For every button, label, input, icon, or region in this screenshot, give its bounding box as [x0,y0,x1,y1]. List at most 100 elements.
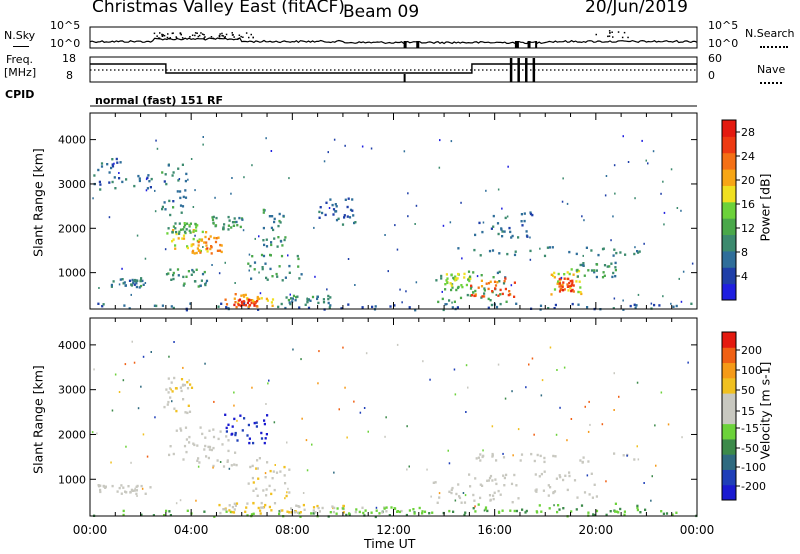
scatter-cell [280,254,284,258]
scatter-cell [166,232,169,235]
scatter-cell [195,229,198,232]
noise-cell [214,196,216,199]
scatter-cell [205,244,208,247]
scatter-cell [115,157,118,161]
scatter-cell [284,306,287,310]
scatter-cell [509,230,512,234]
scatter-cell [174,247,177,250]
scatter-cell [204,235,207,239]
scatter-cell [298,277,301,280]
scatter-cell [481,230,484,234]
noise-cell [367,430,369,433]
nsky-point [225,33,228,36]
scatter-cell [613,248,616,251]
scatter-cell [502,456,506,459]
nsky-point [162,34,164,36]
scatter-cell [208,445,212,449]
scatter-cell [351,209,354,212]
scatter-cell [381,511,384,514]
scatter-cell [662,512,665,515]
noise-cell [242,229,245,232]
noise-cell [663,211,666,214]
scatter-cell [572,273,575,276]
scatter-cell [199,426,202,429]
nsky-gap-marker [535,41,538,48]
scatter-cell [556,282,559,285]
scatter-cell [558,508,561,511]
scatter-cell [187,404,190,407]
noise-cell [233,404,235,407]
scatter-cell [296,295,299,298]
scatter-cell [170,278,173,281]
nsky-point [222,35,225,37]
nsky-point [210,36,213,38]
scatter-cell [358,510,361,514]
scatter-cell [188,224,191,227]
noise-cell [188,379,190,382]
scatter-cell [543,470,546,473]
scatter-cell [111,158,114,161]
scatter-cell [595,509,599,513]
scatter-cell [93,174,96,177]
noise-cell [670,168,673,171]
nsky-point [224,36,226,38]
noise-cell [328,207,331,209]
scatter-cell [480,274,483,277]
nave-tick-top: 60 [708,52,722,65]
scatter-cell [130,488,133,492]
noise-cell [429,378,431,381]
scatter-cell [460,501,463,504]
noise-cell [584,405,586,408]
scatter-cell [454,277,457,280]
scatter-cell [110,166,113,170]
scatter-cell [183,225,186,229]
power-panel [89,112,698,312]
scatter-cell [168,510,171,513]
noise-cell [314,275,316,278]
scatter-cell [248,441,251,445]
scatter-cell [496,271,499,275]
noise-cell [150,351,152,353]
scatter-cell [580,292,583,296]
scatter-cell [316,504,319,508]
scatter-cell [174,387,178,390]
scatter-cell [189,222,192,225]
scatter-cell [252,489,255,492]
noise-cell [195,499,197,502]
noise-cell [154,416,156,419]
noise-cell [243,176,245,179]
scatter-cell [428,512,431,515]
noise-cell [396,343,399,346]
scatter-cell [182,228,185,231]
scatter-cell [523,212,526,215]
scatter-cell [138,177,141,180]
scatter-cell [244,510,247,513]
scatter-cell [475,457,478,460]
scatter-cell [503,484,506,487]
power-colorbar-segment [722,185,736,203]
scatter-cell [294,299,297,302]
scatter-cell [483,289,486,292]
scatter-cell [268,215,271,218]
scatter-cell [278,265,281,268]
noise-cell [333,471,335,474]
scatter-cell [123,281,126,284]
scatter-cell [227,439,230,442]
noise-cell [650,499,652,502]
noise-cell [287,487,289,490]
scatter-cell [494,287,497,290]
noise-cell [363,407,366,409]
scatter-cell [116,490,119,493]
scatter-cell [570,510,573,513]
scatter-cell [319,206,322,209]
scatter-cell [504,277,507,280]
scatter-cell [174,227,177,230]
scatter-cell [244,304,247,307]
scatter-cell [593,269,596,272]
scatter-cell [653,303,656,307]
noise-cell [258,271,260,274]
noise-cell [302,492,305,494]
scatter-cell [180,429,183,432]
scatter-cell [196,444,199,447]
scatter-cell [172,225,175,228]
